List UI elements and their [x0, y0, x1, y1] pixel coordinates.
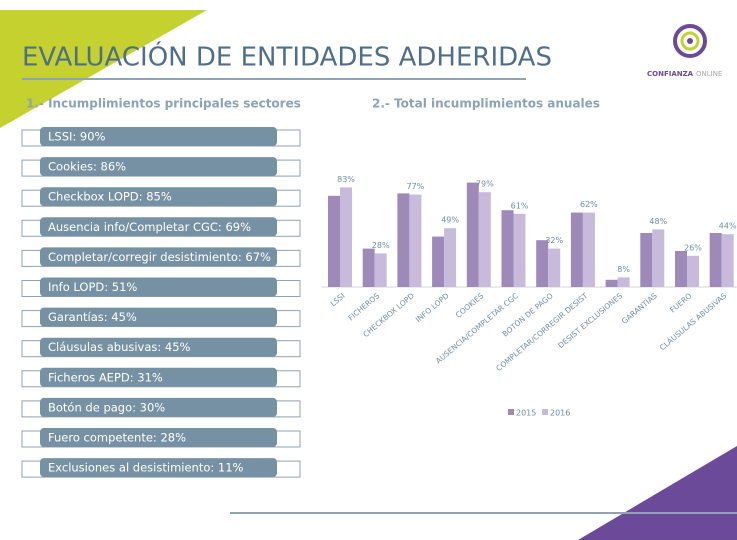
bar	[432, 236, 445, 287]
slide-title: EVALUACIÓN DE ENTIDADES ADHERIDAS	[22, 41, 552, 73]
x-tick-label: DESIST EXCLUSIONES	[556, 291, 624, 350]
bar	[536, 240, 549, 287]
item-text: Completar/corregir desistimiento: 67%	[48, 250, 271, 264]
bar	[466, 182, 479, 287]
data-label: 79%	[476, 180, 494, 189]
bar	[605, 279, 618, 287]
data-label: 8%	[617, 265, 630, 274]
bar	[513, 213, 526, 287]
data-label: 49%	[441, 216, 459, 225]
bar	[652, 229, 665, 287]
item-box	[40, 397, 277, 417]
item-box	[40, 127, 277, 146]
item-text: Garantías: 45%	[48, 310, 137, 324]
bar	[374, 253, 387, 287]
chart-title: 2.- Total incumplimientos anuales	[372, 97, 600, 111]
item-text: Botón de pago: 30%	[48, 400, 165, 414]
data-label: 44%	[719, 222, 737, 231]
data-label: 83%	[337, 175, 355, 184]
data-label: 48%	[649, 217, 667, 226]
list-heading: 1.- Incumplimientos principales sectores	[26, 97, 301, 111]
item-text: Checkbox LOPD: 85%	[48, 190, 172, 204]
logo-suffix: ONLINE	[696, 70, 722, 78]
x-tick-label: LSSI	[329, 291, 347, 308]
item-box	[40, 458, 277, 478]
item-box	[40, 247, 277, 267]
legend-label: 2016	[550, 409, 570, 418]
data-label: 62%	[580, 200, 598, 209]
item-box	[40, 187, 277, 207]
item-box	[40, 157, 277, 177]
bar	[478, 192, 491, 287]
item-text: Info LOPD: 51%	[48, 280, 137, 294]
item-text: Ficheros AEPD: 31%	[48, 370, 163, 384]
bar	[582, 212, 595, 287]
logo-brand: CONFIANZA	[647, 70, 694, 78]
bar	[617, 277, 630, 287]
data-label: 61%	[511, 201, 529, 210]
item-box	[40, 367, 277, 387]
logo-ring	[680, 31, 700, 51]
bar	[409, 194, 422, 287]
bar	[640, 233, 653, 287]
data-label: 32%	[545, 236, 563, 245]
bar	[709, 233, 722, 287]
data-label: 26%	[684, 243, 702, 252]
bar	[721, 234, 734, 287]
accent-triangle	[0, 10, 207, 128]
item-text: LSSI: 90%	[48, 130, 106, 144]
logo: CONFIANZA ONLINE	[647, 24, 722, 78]
logo-ring	[673, 24, 707, 58]
accent-triangle	[578, 446, 737, 540]
item-text: Fuero competente: 28%	[48, 431, 186, 445]
x-tick-label: FUERO	[668, 291, 694, 314]
x-tick-label: CLÁUSULAS ABUSIVAS	[658, 291, 729, 352]
bar	[340, 187, 352, 287]
bar	[548, 248, 561, 287]
bar	[501, 210, 514, 287]
bar	[675, 251, 687, 287]
data-label: 28%	[372, 241, 390, 250]
bar	[397, 193, 410, 287]
bar	[444, 228, 457, 287]
data-label: 77%	[407, 182, 425, 191]
x-tick-label: FICHEROS	[346, 291, 381, 322]
item-text: Cookies: 86%	[48, 160, 126, 174]
logo-dot	[687, 38, 693, 44]
bar	[362, 248, 375, 287]
legend-label: 2015	[516, 409, 536, 418]
bar	[328, 195, 340, 287]
x-tick-label: COOKIES	[454, 291, 486, 320]
bar	[687, 255, 699, 287]
legend-swatch	[542, 409, 548, 415]
item-box	[40, 337, 277, 357]
item-text: Ausencia info/Completar CGC: 69%	[48, 220, 251, 234]
legend-swatch	[508, 409, 514, 415]
item-text: Cláusulas abusivas: 45%	[48, 340, 191, 354]
item-box	[40, 428, 277, 447]
item-text: Exclusiones al desistimiento: 11%	[48, 461, 244, 475]
x-tick-label: GARANTÍAS	[620, 291, 659, 326]
item-box	[40, 217, 277, 237]
item-box	[40, 277, 277, 297]
item-box	[40, 307, 277, 327]
x-tick-label: INFO LOPD	[414, 291, 451, 324]
bar	[570, 212, 583, 287]
